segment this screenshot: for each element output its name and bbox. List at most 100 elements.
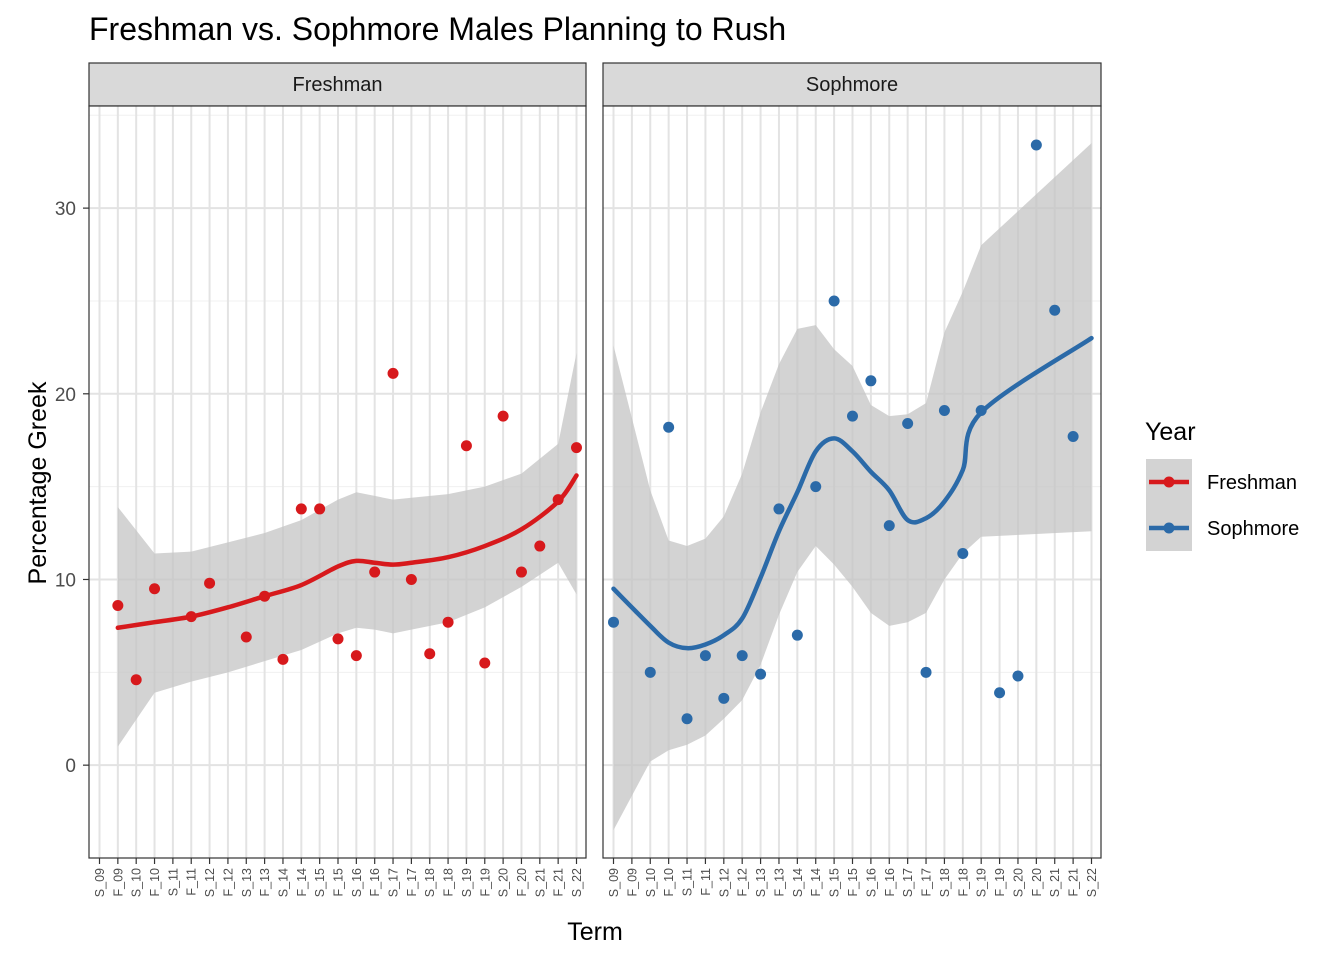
strip-label-freshman: Freshman	[292, 74, 382, 96]
x-tick-label: F_16	[368, 868, 382, 897]
x-tick-label: S_17	[387, 868, 401, 897]
x-tick-label: F_21	[552, 868, 566, 897]
data-point	[644, 666, 656, 678]
x-tick-label: F_19	[993, 868, 1007, 897]
x-tick-label: S_16	[864, 868, 878, 897]
data-point	[681, 713, 693, 725]
data-point	[460, 440, 472, 452]
x-tick-label: S_12	[717, 868, 731, 897]
x-tick-label: S_17	[901, 868, 915, 897]
y-axis: 0 10 20 30	[55, 199, 89, 777]
x-tick-label: S_11	[166, 868, 180, 896]
x-tick-label: S_21	[1048, 868, 1062, 897]
data-point	[663, 421, 675, 433]
data-point	[718, 692, 730, 704]
data-point	[515, 566, 527, 578]
data-point	[902, 418, 914, 430]
x-axis-title: Term	[567, 918, 623, 946]
data-point	[497, 410, 509, 422]
x-tick-label: S_13	[754, 868, 768, 897]
legend-title: Year	[1145, 418, 1196, 446]
x-tick-label: S_18	[938, 868, 952, 897]
legend-keys: Freshman Sophmore	[1146, 459, 1299, 551]
data-point	[920, 666, 932, 678]
chart-title: Freshman vs. Sophmore Males Planning to …	[89, 11, 786, 47]
x-tick-label: S_21	[533, 868, 547, 897]
x-tick-label: F_10	[148, 868, 162, 897]
data-point	[277, 653, 289, 665]
data-point	[405, 573, 417, 585]
data-point	[534, 540, 546, 552]
smooth-line	[611, 335, 1094, 651]
x-tick-label: F_18	[956, 868, 970, 897]
data-point	[791, 629, 803, 641]
x-tick-label: F_14	[295, 868, 309, 897]
x-tick-label: S_10	[644, 868, 658, 897]
data-point	[994, 687, 1006, 699]
panel-freshman: Freshman S_09 F_09 S_10 F_10 S_11 F_11 S_12 F_1…	[88, 62, 587, 897]
x-tick-label: F_09	[111, 868, 125, 897]
data-point	[240, 631, 252, 643]
data-point	[295, 503, 307, 515]
data-point	[755, 668, 767, 680]
legend-label-freshman: Freshman	[1207, 472, 1297, 494]
x-tick-label: F_14	[809, 868, 823, 897]
y-tick-label: 10	[55, 570, 76, 591]
x-tick-label: S_12	[203, 868, 217, 897]
x-tick-label: S_20	[1011, 868, 1025, 897]
data-point	[442, 616, 454, 628]
legend-label-sophmore: Sophmore	[1207, 518, 1299, 540]
x-tick-label: S_22	[1085, 868, 1099, 897]
confidence-ribbon	[613, 143, 1092, 831]
legend: Year Freshman Sophmore	[1145, 418, 1299, 551]
data-point	[828, 295, 840, 307]
x-tick-label: S_18	[423, 868, 437, 897]
x-tick-label: F_15	[846, 868, 860, 897]
x-tick-label: S_22	[570, 868, 584, 897]
data-point	[865, 375, 877, 387]
x-tick-label: F_17	[405, 868, 419, 897]
plot-area-freshman: S_09 F_09 S_10 F_10 S_11 F_11 S_12 F_12 S_13 F_13…	[88, 105, 587, 897]
x-tick-label: S_09	[607, 868, 621, 897]
data-point	[883, 520, 895, 532]
data-point	[1067, 431, 1079, 443]
strip-freshman	[88, 62, 587, 107]
x-tick-label: F_10	[662, 868, 676, 897]
x-tick-label: S_11	[681, 868, 695, 896]
legend-key-point	[1163, 476, 1175, 488]
data-point	[736, 650, 748, 662]
plot-area-sophmore: S_09 F_09 S_10 F_10 S_11 F_11 S_12 F_12 S_13 F_13…	[602, 105, 1102, 897]
x-tick-label: S_13	[240, 868, 254, 897]
data-point	[149, 583, 161, 595]
x-tick-label: S_15	[828, 868, 842, 897]
x-tick-label: F_13	[258, 868, 272, 897]
data-point	[112, 599, 124, 611]
x-tick-label: F_15	[332, 868, 346, 897]
strip-label-sophmore: Sophmore	[806, 74, 898, 96]
data-point	[314, 503, 326, 515]
data-point	[571, 442, 582, 454]
x-tick-label: F_18	[442, 868, 456, 897]
data-point	[387, 367, 399, 379]
data-point	[608, 616, 619, 628]
x-tick-label: F_11	[699, 868, 713, 896]
x-tick-label: F_13	[772, 868, 786, 897]
x-tick-label: F_11	[185, 868, 199, 896]
y-axis-title: Percentage Greek	[24, 381, 52, 584]
x-tick-label: S_10	[130, 868, 144, 897]
legend-key-point	[1163, 522, 1175, 534]
data-point	[369, 566, 381, 578]
data-point	[957, 547, 969, 559]
data-point	[847, 410, 858, 422]
data-point	[1030, 139, 1042, 151]
data-point	[130, 674, 142, 686]
data-point	[424, 648, 436, 660]
x-tick-label: S_19	[460, 868, 474, 897]
data-point	[699, 650, 711, 662]
x-tick-label: S_09	[93, 868, 107, 897]
x-tick-label: S_20	[497, 868, 511, 897]
smooth-line	[115, 473, 579, 631]
x-tick-label: S_15	[313, 868, 327, 897]
x-tick-label: F_17	[920, 868, 934, 897]
data-point	[1012, 670, 1024, 682]
